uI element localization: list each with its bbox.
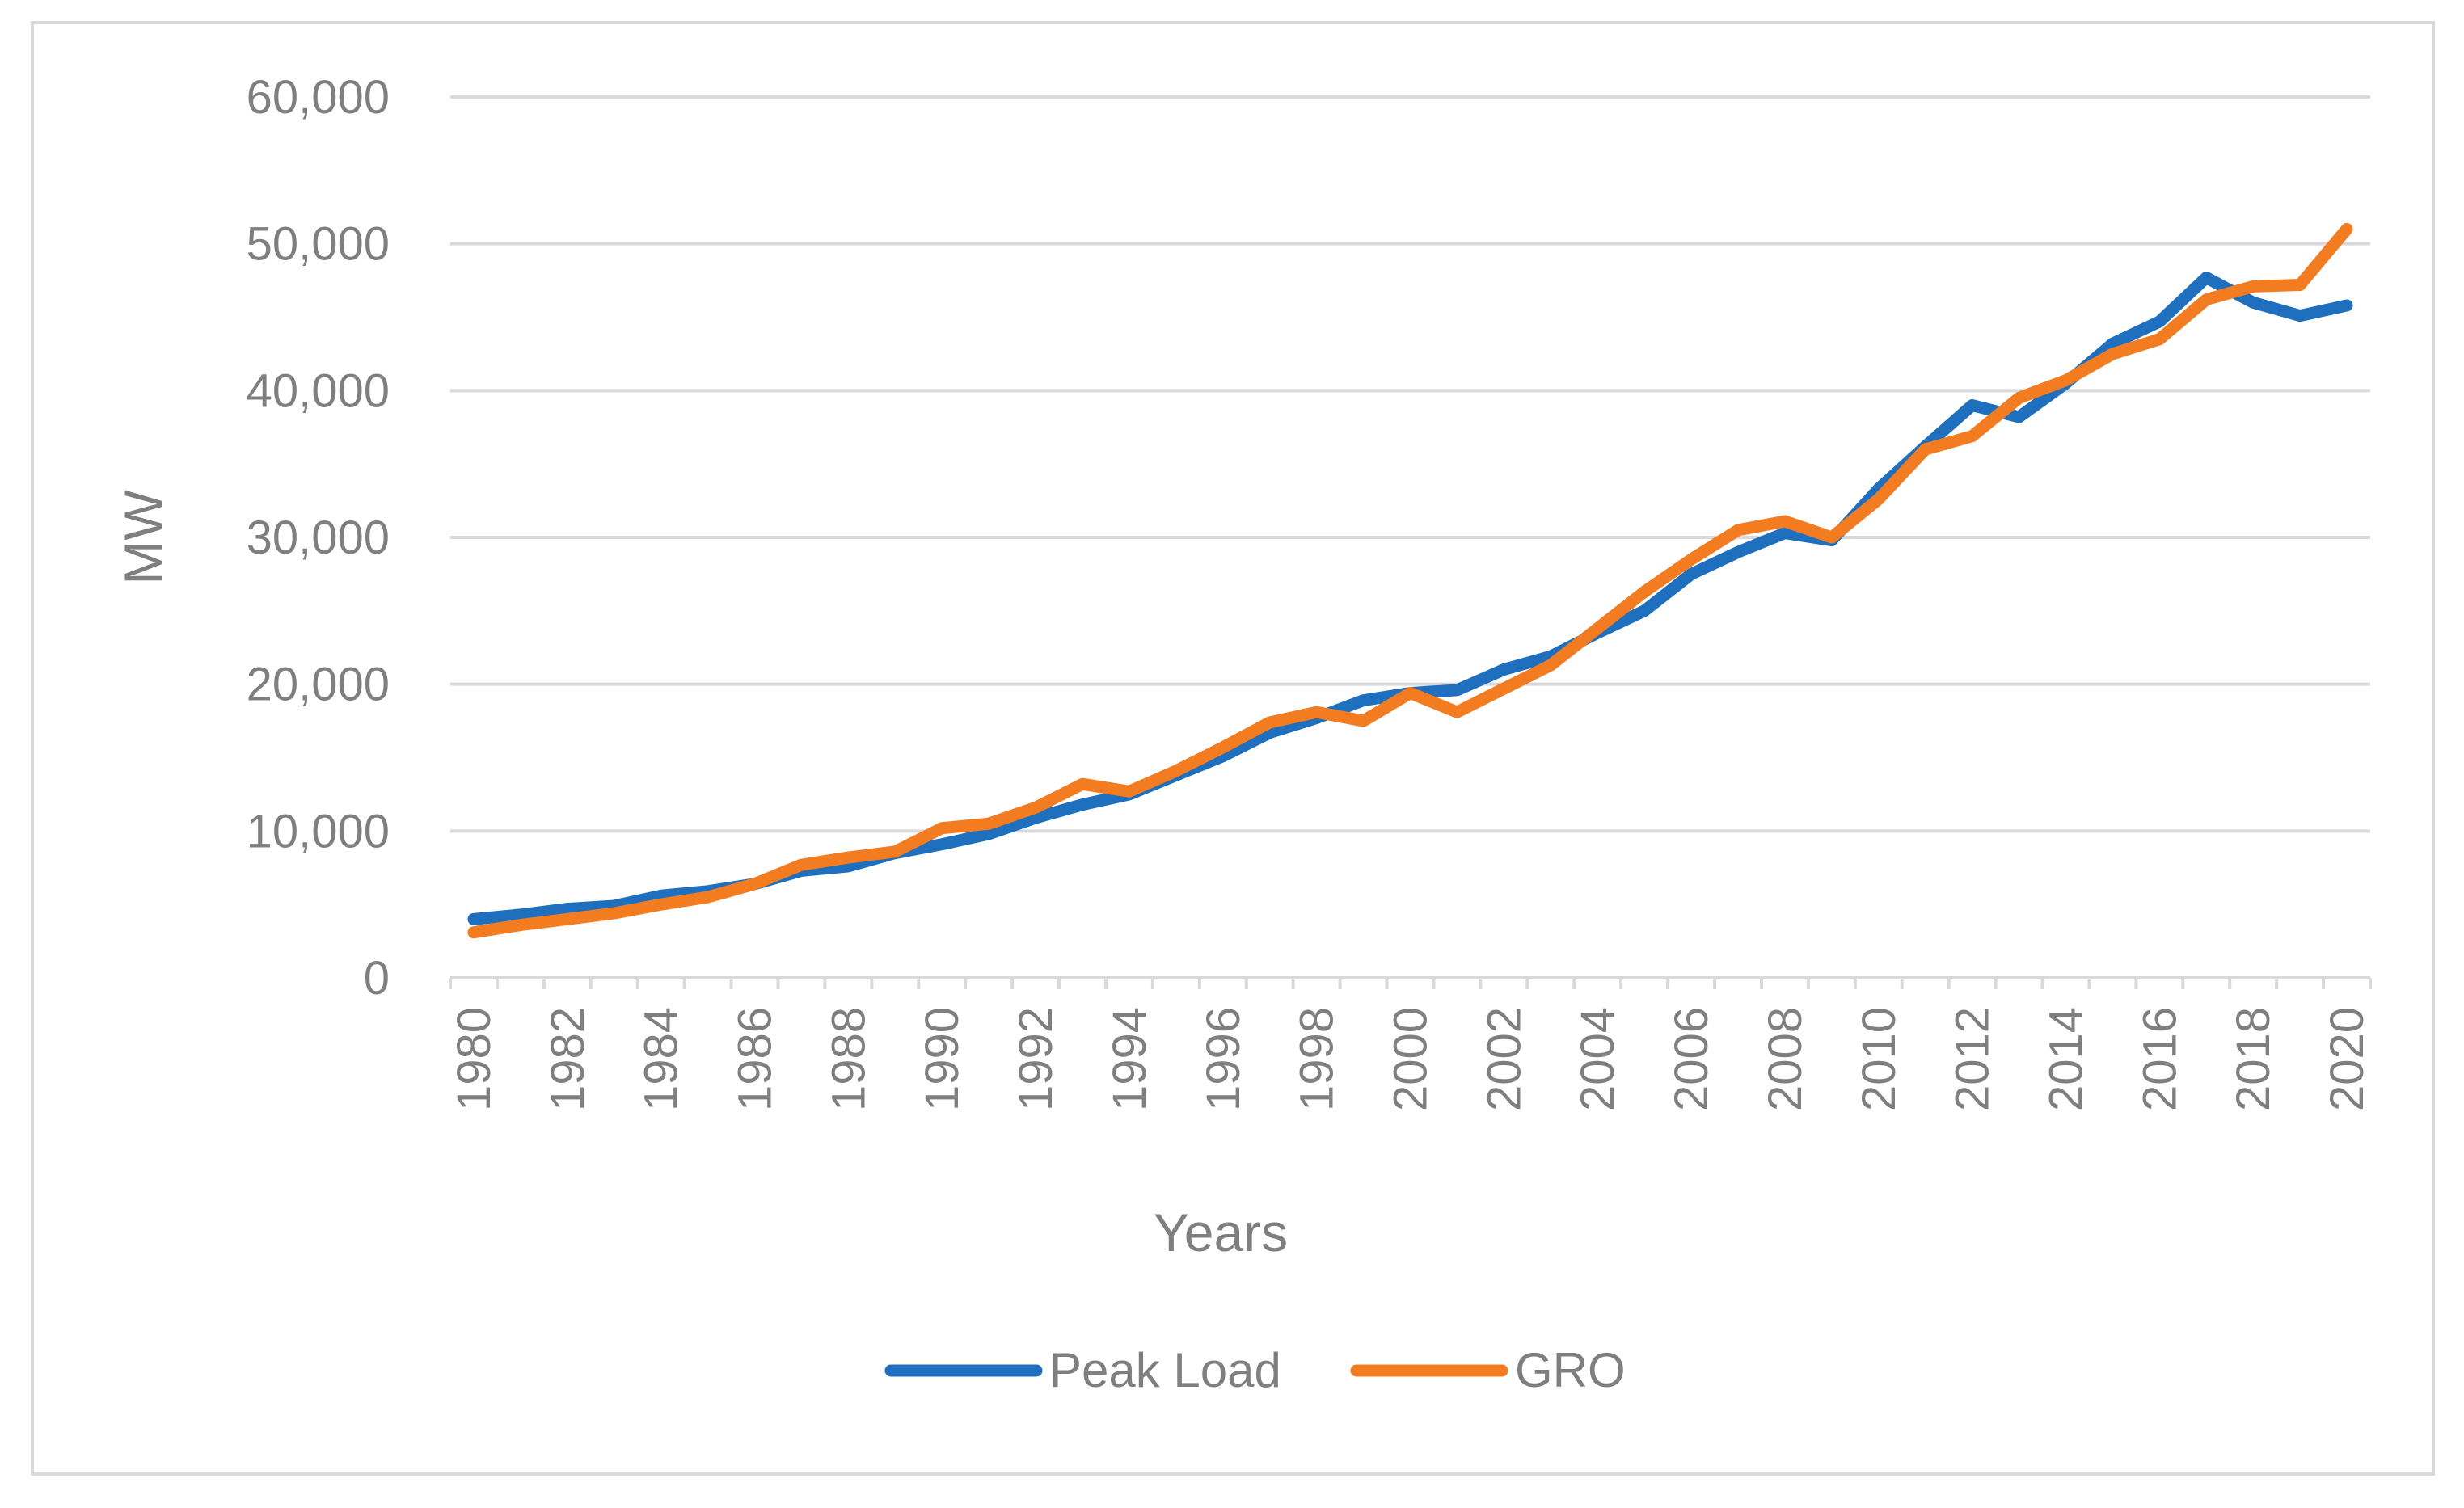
x-tick-label: 2002: [1478, 1007, 1530, 1111]
line-chart: 0 10,000 20,000 30,000 40,000 50,000 60,000 19…: [113, 71, 2373, 1397]
y-tick-label: 30,000: [247, 512, 390, 564]
x-tick-label: 2006: [1665, 1007, 1718, 1111]
x-tick-label: 1988: [822, 1007, 875, 1111]
x-axis-title: Years: [1154, 1203, 1288, 1262]
x-tick-label: 2020: [2321, 1007, 2373, 1111]
x-tick-label: 1994: [1103, 1007, 1156, 1111]
x-tick-label: 1982: [542, 1007, 594, 1111]
x-tick-label: 1998: [1291, 1007, 1344, 1111]
x-tick-label: 2000: [1385, 1007, 1437, 1111]
x-tick-label: 2012: [1947, 1007, 1999, 1111]
x-tick-label: 2014: [2040, 1007, 2092, 1111]
y-tick-label: 50,000: [247, 218, 390, 271]
y-tick-label: 0: [364, 952, 390, 1005]
y-tick-label: 20,000: [247, 659, 390, 711]
x-tick-label: 1992: [1010, 1007, 1062, 1111]
legend: Peak Load GRO: [884, 1343, 1626, 1397]
x-tick-label: 2004: [1572, 1007, 1624, 1111]
series-lines: [467, 223, 2353, 939]
y-tick-label: 40,000: [247, 364, 390, 417]
y-axis-title: MW: [113, 490, 173, 585]
x-tick-label: 2016: [2133, 1007, 2186, 1111]
x-axis: [449, 976, 2372, 989]
series-line-gro: [467, 223, 2353, 939]
x-tick-label: 2010: [1853, 1007, 1905, 1111]
chart-frame: 0 10,000 20,000 30,000 40,000 50,000 60,000 19…: [31, 21, 2435, 1476]
y-tick-label: 10,000: [247, 805, 390, 857]
x-tick-label: 1980: [448, 1007, 500, 1111]
x-tick-label: 2008: [1759, 1007, 1812, 1111]
legend-label-gro: GRO: [1515, 1343, 1626, 1397]
x-tick-label: 1996: [1197, 1007, 1250, 1111]
y-tick-label: 60,000: [247, 71, 390, 124]
y-tick-labels: 0 10,000 20,000 30,000 40,000 50,000 60,000: [247, 71, 390, 1005]
x-tick-label: 1990: [916, 1007, 968, 1111]
legend-label-peak-load: Peak Load: [1049, 1343, 1281, 1397]
x-tick-label: 1986: [729, 1007, 782, 1111]
x-tick-label: 1984: [635, 1007, 688, 1111]
x-tick-label: 2018: [2227, 1007, 2280, 1111]
gridlines: [450, 95, 2370, 833]
x-tick-labels: 1980 1982 1984 1986 1988 1990 1992 1994 1996 1998…: [448, 1007, 2373, 1111]
